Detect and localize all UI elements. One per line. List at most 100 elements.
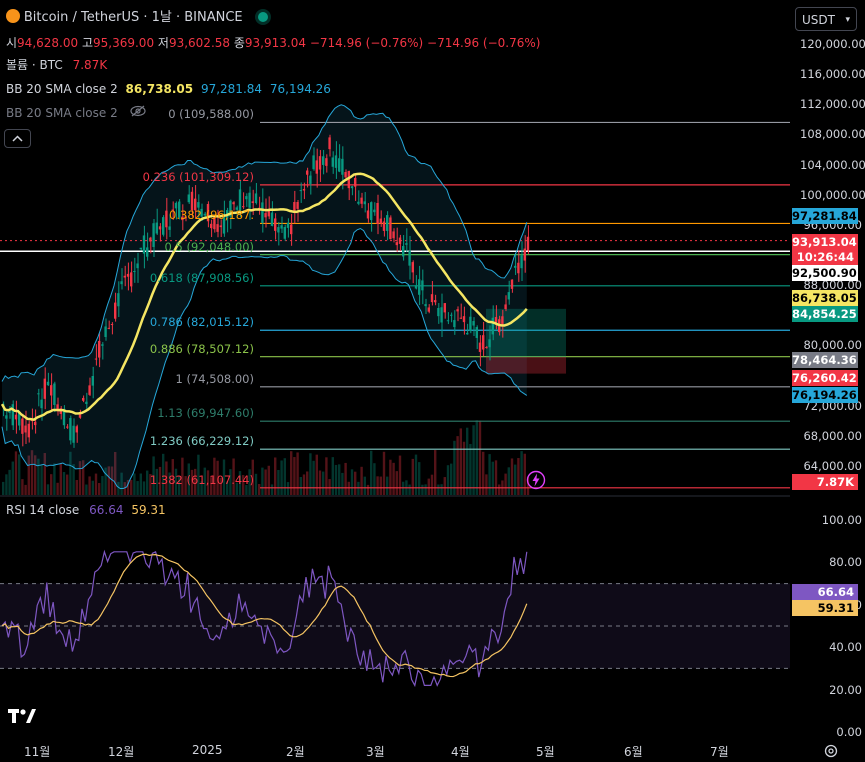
symbol-legend: Bitcoin / TetherUS · 1날 · BINANCE	[6, 9, 269, 26]
volume-bar	[56, 482, 59, 495]
candle-body	[312, 155, 315, 170]
volume-bar	[197, 454, 200, 495]
volume-bar	[174, 468, 178, 495]
volume-bar	[430, 474, 434, 495]
candle-body	[267, 210, 270, 217]
volume-bar	[78, 461, 82, 495]
candle-body	[520, 255, 523, 269]
open-value: 94,628.00	[17, 36, 79, 50]
bb-band-fill	[2, 104, 527, 489]
candle-body	[152, 223, 155, 247]
volume-bar	[456, 436, 459, 495]
symbol-title[interactable]: Bitcoin / TetherUS · 1날 · BINANCE	[23, 10, 243, 25]
collapse-legend-button[interactable]	[4, 129, 31, 148]
volume-bar	[59, 462, 62, 495]
candle-body	[494, 317, 498, 323]
volume-bar	[437, 484, 440, 495]
price-tag: 86,738.05	[792, 290, 858, 306]
volume-bar	[82, 460, 85, 495]
volume-bar	[104, 467, 107, 495]
price-tag: 78,464.36	[792, 352, 858, 368]
currency-button[interactable]: USDT ▾	[795, 7, 857, 31]
volume-bar	[24, 484, 27, 495]
candle-body	[318, 156, 322, 170]
candle-body	[75, 426, 78, 433]
candle-body	[62, 408, 66, 426]
volume-bar	[235, 482, 238, 495]
candle-body	[443, 303, 446, 313]
fib-level-label: 1 (74,508.00)	[175, 371, 254, 386]
candle-body	[395, 242, 398, 246]
rsi-tick-label: 80.00	[829, 555, 862, 570]
candle-body	[24, 425, 27, 433]
bb-legend-hidden[interactable]: BB 20 SMA close 2	[6, 105, 146, 121]
volume-bar	[264, 469, 267, 495]
candle-body	[462, 316, 466, 323]
volume-bar	[325, 457, 328, 495]
volume-bar	[373, 463, 376, 495]
bb-lower-line	[1, 227, 528, 490]
volume-bar	[363, 476, 366, 495]
position-stop-box	[486, 357, 566, 374]
candle-body	[56, 404, 59, 410]
volume-label: 볼륨 · BTC	[6, 58, 63, 72]
settings-gear-icon[interactable]	[823, 743, 839, 762]
bb-legend[interactable]: BB 20 SMA close 2 86,738.05 97,281.84 76…	[6, 81, 331, 97]
volume-bar	[434, 450, 437, 495]
price-tag: 97,281.84	[792, 208, 858, 224]
bb-hidden-label: BB 20 SMA close 2	[6, 106, 118, 120]
volume-bar	[488, 454, 491, 495]
open-label: 시	[6, 36, 18, 50]
close-label: 종	[233, 36, 245, 50]
volume-bar	[283, 458, 286, 495]
volume-legend[interactable]: 볼륨 · BTC 7.87K	[6, 57, 107, 73]
rsi-legend[interactable]: RSI 14 close 66.64 59.31	[6, 502, 166, 518]
price-tick-label: 108,000.00	[800, 127, 865, 142]
volume-bar	[440, 484, 443, 495]
candle-body	[197, 202, 200, 208]
candle-body	[110, 324, 114, 326]
volume-bar	[523, 453, 526, 495]
volume-bar	[107, 466, 110, 495]
volume-bar	[459, 428, 462, 495]
eye-crossed-icon[interactable]	[129, 105, 146, 121]
market-status-icon	[258, 12, 269, 22]
volume-bar	[472, 425, 475, 495]
candle-body	[43, 378, 46, 399]
candle-body	[315, 160, 318, 174]
volume-bar	[66, 474, 69, 495]
volume-bar	[110, 466, 114, 495]
candle-body	[427, 307, 430, 312]
candle-body	[475, 327, 478, 338]
volume-bar	[27, 455, 30, 495]
lightning-alert-icon[interactable]	[526, 470, 546, 493]
bb-basis-value: 86,738.05	[125, 82, 194, 96]
volume-bar	[421, 484, 424, 495]
volume-bar	[370, 450, 373, 495]
volume-bar	[190, 469, 194, 495]
candle-body	[514, 265, 517, 268]
volume-bar	[149, 474, 152, 495]
volume-bar	[315, 454, 318, 495]
candle-body	[40, 399, 43, 409]
volume-bar	[85, 484, 88, 495]
tradingview-logo-icon[interactable]	[8, 707, 40, 728]
candle-body	[504, 304, 507, 310]
volume-bar	[376, 476, 379, 495]
fib-level-label: 1.236 (66,229.12)	[149, 434, 254, 449]
candle-body	[286, 222, 290, 228]
high-value: 95,369.00	[93, 36, 155, 50]
rsi-tick-label: 40.00	[829, 640, 862, 655]
volume-bar	[322, 471, 325, 495]
volume-bar	[277, 469, 280, 495]
volume-bar	[357, 481, 360, 495]
date-tick-label: 2025	[192, 743, 223, 757]
volume-bar	[408, 484, 411, 495]
change-value-2: −714.96 (−0.76%)	[427, 36, 541, 50]
volume-bar	[494, 460, 498, 495]
candle-body	[290, 224, 293, 235]
candle-body	[203, 213, 206, 216]
candle-body	[302, 189, 306, 191]
volume-bar	[216, 460, 219, 495]
